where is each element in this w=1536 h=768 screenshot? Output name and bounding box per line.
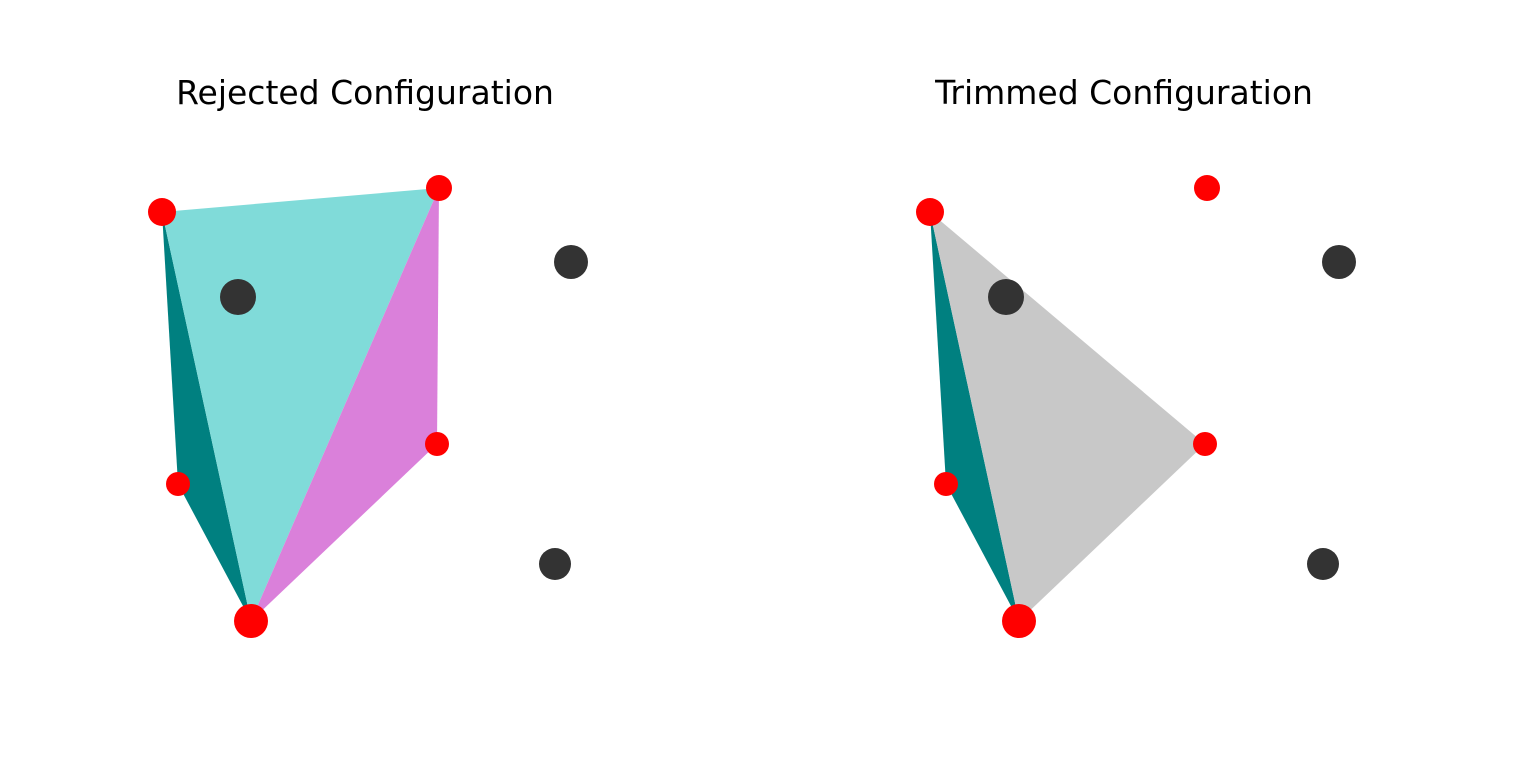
vertex-point-d: [1002, 604, 1036, 638]
vertex-point-a: [148, 198, 176, 226]
panel-trimmed-configuration: Trimmed Configuration: [916, 73, 1356, 638]
vertex-point-e: [425, 432, 449, 456]
vertex-point-d: [234, 604, 268, 638]
dark-points-group: [220, 245, 588, 580]
faces-group: [930, 212, 1205, 621]
points-group: [916, 175, 1220, 638]
vertex-point-b: [1194, 175, 1220, 201]
vertex-point-b: [426, 175, 452, 201]
panel-title-rejected: Rejected Configuration: [176, 73, 554, 112]
dark-points-group: [988, 245, 1356, 580]
panel-rejected-configuration: Rejected Configuration: [148, 73, 588, 638]
magenta-face: [251, 188, 439, 621]
gray-face: [930, 212, 1205, 621]
point-right-lower: [1307, 548, 1339, 580]
panel-title-trimmed: Trimmed Configuration: [934, 73, 1313, 112]
point-right-upper: [1322, 245, 1356, 279]
vertex-point-e: [1193, 432, 1217, 456]
faces-group: [162, 188, 439, 621]
vertex-point-c: [166, 472, 190, 496]
vertex-point-a: [916, 198, 944, 226]
point-interior: [988, 279, 1024, 315]
point-interior: [220, 279, 256, 315]
point-right-lower: [539, 548, 571, 580]
vertex-point-c: [934, 472, 958, 496]
point-right-upper: [554, 245, 588, 279]
points-group: [148, 175, 452, 638]
